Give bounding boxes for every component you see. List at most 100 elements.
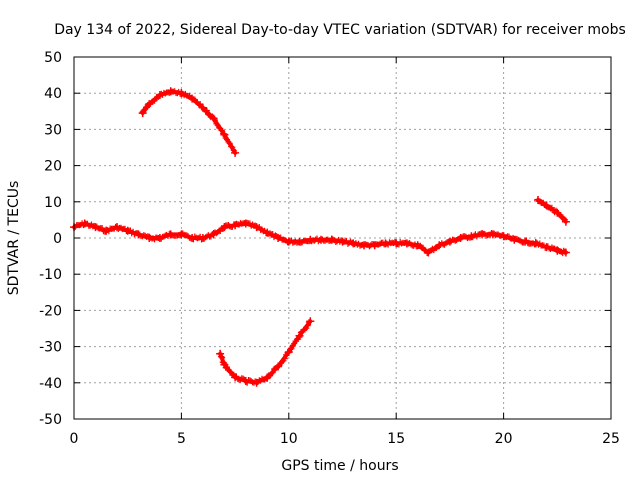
x-tick-label: 15: [387, 431, 405, 447]
y-tick-label: 0: [53, 231, 62, 247]
y-tick-label: 30: [44, 122, 62, 138]
data-point: [188, 234, 197, 242]
data-point: [553, 246, 562, 255]
data-point: [274, 234, 283, 242]
data-point: [177, 230, 186, 239]
data-point: [263, 228, 272, 237]
y-tick-label: -20: [39, 303, 62, 319]
data-point: [145, 234, 154, 242]
data-point: [231, 148, 240, 157]
data-point: [220, 360, 229, 369]
data-point: [413, 241, 422, 250]
data-point: [561, 248, 570, 257]
data-point: [349, 239, 358, 248]
y-tick-label: 20: [44, 159, 62, 175]
data-point: [241, 377, 250, 385]
series-3: [534, 196, 570, 226]
data-point: [228, 143, 235, 150]
data-point: [80, 219, 89, 228]
data-point: [134, 230, 143, 239]
data-point: [166, 230, 175, 239]
data-point: [203, 107, 210, 114]
data-point: [295, 331, 304, 340]
data-point: [229, 144, 236, 151]
data-point: [467, 232, 476, 241]
data-point: [317, 235, 325, 244]
x-tick-label: 5: [177, 431, 186, 447]
y-axis-title: SDTVAR / TECUs: [6, 181, 22, 296]
data-point: [478, 230, 487, 239]
data-point: [213, 120, 220, 127]
data-point: [216, 349, 225, 358]
data-point: [521, 237, 530, 246]
x-tick-label: 0: [70, 431, 79, 447]
data-point: [188, 94, 197, 103]
data-point: [155, 234, 164, 242]
chart-title: Day 134 of 2022, Sidereal Day-to-day VTE…: [54, 22, 626, 38]
data-point: [295, 237, 304, 246]
data-point: [424, 248, 433, 257]
data-point: [304, 322, 311, 329]
data-point: [91, 223, 100, 232]
x-tick-label: 25: [602, 431, 620, 447]
data-point: [177, 89, 186, 98]
y-tick-label: -30: [39, 340, 62, 356]
data-point: [226, 140, 233, 147]
data-point: [252, 223, 261, 232]
data-point: [279, 358, 286, 365]
data-point: [499, 232, 508, 241]
series-2: [216, 317, 315, 387]
data-point: [306, 317, 315, 326]
data-point: [198, 103, 207, 112]
x-axis-title: GPS time / hours: [281, 458, 398, 474]
y-tick-label: -10: [39, 267, 62, 283]
data-point: [269, 369, 276, 376]
y-tick-label: -40: [39, 376, 62, 392]
y-tick-label: -50: [39, 412, 62, 428]
x-tick-label: 10: [280, 431, 298, 447]
data-point: [263, 373, 272, 382]
data-point: [138, 109, 147, 118]
data-point: [402, 239, 411, 248]
data-point: [252, 378, 261, 387]
data-point: [145, 100, 154, 109]
data-point: [445, 237, 454, 246]
data-point: [209, 230, 218, 239]
data-point: [327, 235, 336, 244]
data-point: [370, 241, 379, 250]
y-tick-label: 10: [44, 195, 62, 211]
y-tick-label: 50: [44, 50, 62, 66]
y-tick-label: 40: [44, 86, 62, 102]
data-point: [381, 239, 390, 248]
data-point: [306, 235, 315, 244]
series-1: [138, 87, 240, 157]
x-tick-label: 20: [495, 431, 513, 447]
data-point: [155, 91, 164, 99]
data-layer: [70, 87, 570, 387]
data-point: [435, 241, 444, 250]
data-point: [553, 208, 562, 217]
data-point: [392, 239, 401, 248]
data-point: [123, 226, 132, 235]
data-point: [231, 373, 240, 382]
data-point: [220, 223, 229, 232]
ticks: 0 5 10 15 20 25 -50 -40 -30 -20 -10 0 10 20 30 40 50: [39, 50, 620, 447]
data-point: [548, 204, 555, 211]
data-point: [198, 234, 207, 242]
data-point: [166, 87, 175, 96]
data-point: [542, 201, 551, 210]
data-point: [284, 348, 293, 356]
data-point: [209, 114, 218, 123]
data-point: [274, 362, 283, 371]
data-point: [456, 234, 465, 242]
data-point: [284, 237, 293, 246]
data-point: [220, 130, 229, 139]
data-point: [281, 355, 288, 362]
data-point: [338, 237, 347, 246]
data-point: [534, 196, 542, 204]
data-point: [231, 221, 240, 230]
data-point: [360, 241, 368, 250]
data-point: [488, 230, 497, 239]
data-point: [531, 239, 540, 248]
